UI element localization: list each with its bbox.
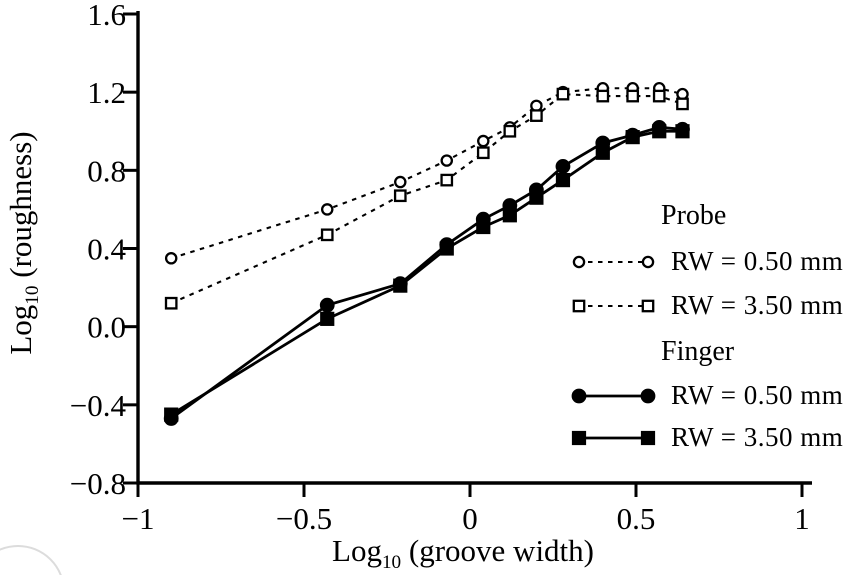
data-point-probe-rw-350 bbox=[503, 124, 517, 138]
data-point-finger-rw-350 bbox=[476, 219, 491, 235]
legend-marker-probe-rw-350 bbox=[572, 299, 586, 312]
x-tick-label: −0.5 bbox=[276, 501, 332, 536]
data-point-probe-rw-350 bbox=[556, 87, 570, 101]
data-point-probe-rw-350 bbox=[476, 146, 490, 160]
x-tick-label: 0.5 bbox=[617, 501, 656, 536]
data-point-finger-rw-350 bbox=[529, 190, 544, 205]
y-tick-label: 1.6 bbox=[87, 0, 126, 32]
legend-sample-probe-rw050 bbox=[572, 255, 655, 268]
data-point-finger-rw-350 bbox=[595, 145, 610, 160]
series-probe-rw-350 bbox=[164, 87, 689, 310]
x-tick-label: −1 bbox=[122, 501, 155, 536]
data-point-finger-rw-350 bbox=[675, 124, 690, 139]
data-point-probe-rw-050 bbox=[477, 134, 490, 148]
watermark-artifact bbox=[0, 545, 62, 575]
data-point-probe-rw-350 bbox=[596, 89, 610, 103]
data-point-probe-rw-350 bbox=[530, 109, 543, 122]
data-point-finger-rw-050 bbox=[555, 159, 571, 174]
data-point-finger-rw-350 bbox=[625, 130, 640, 145]
data-point-probe-rw-050 bbox=[164, 252, 178, 265]
y-tick-label: −0.8 bbox=[70, 466, 126, 501]
legend-marker-probe-rw-050 bbox=[641, 255, 655, 268]
y-tick-label: −0.4 bbox=[70, 388, 127, 423]
legend-item-label: RW = 0.50 mm bbox=[671, 380, 844, 410]
data-point-probe-rw-050 bbox=[440, 154, 454, 167]
legend-header-finger: Finger bbox=[661, 336, 735, 367]
data-point-finger-rw-350 bbox=[502, 208, 517, 223]
data-point-probe-rw-350 bbox=[652, 89, 666, 103]
series-probe-rw-050-line bbox=[170, 87, 683, 260]
legend-sample-finger-rw350 bbox=[571, 430, 656, 445]
data-point-finger-rw-350 bbox=[393, 278, 408, 293]
legend-marker-finger-rw-050 bbox=[571, 388, 587, 403]
legend-header-probe: Probe bbox=[661, 200, 727, 231]
legend-item-finger-rw050: RW = 0.50 mm bbox=[570, 380, 843, 411]
legend-marker-probe-rw-350 bbox=[641, 299, 655, 312]
legend-item-label: RW = 0.50 mm bbox=[671, 246, 844, 276]
legend-marker-finger-rw-050 bbox=[640, 388, 656, 403]
legend-item-label: RW = 3.50 mm bbox=[671, 290, 844, 320]
legend-marker-finger-rw-350 bbox=[640, 430, 656, 445]
data-point-finger-rw-350 bbox=[555, 173, 571, 188]
legend-item-label: RW = 3.50 mm bbox=[671, 422, 844, 452]
legend-item-finger-rw350: RW = 3.50 mm bbox=[570, 422, 843, 453]
series-finger-rw-350 bbox=[164, 124, 690, 422]
y-tick-label: 0.4 bbox=[87, 232, 126, 267]
series-probe-rw-050 bbox=[164, 82, 689, 265]
legend-item-probe-rw050: RW = 0.50 mm bbox=[570, 246, 843, 277]
data-point-finger-rw-050 bbox=[319, 297, 335, 313]
data-point-probe-rw-350 bbox=[164, 296, 178, 310]
data-point-probe-rw-350 bbox=[393, 189, 407, 203]
data-point-probe-rw-050 bbox=[320, 203, 334, 216]
y-tick-label: 0.0 bbox=[87, 310, 126, 345]
data-point-probe-rw-350 bbox=[626, 89, 640, 103]
legend-sample-probe-rw350 bbox=[572, 299, 655, 312]
legend-marker-probe-rw-050 bbox=[572, 255, 586, 268]
legend-item-probe-rw350: RW = 3.50 mm bbox=[570, 290, 843, 321]
y-tick-label: 0.8 bbox=[87, 153, 126, 188]
data-point-probe-rw-050 bbox=[394, 175, 407, 189]
data-point-probe-rw-350 bbox=[676, 97, 689, 111]
data-point-finger-rw-350 bbox=[164, 407, 179, 422]
y-tick-label: 1.2 bbox=[87, 75, 126, 110]
data-point-finger-rw-350 bbox=[439, 241, 454, 256]
legend-sample-finger-rw050 bbox=[571, 388, 656, 403]
data-point-finger-rw-350 bbox=[652, 124, 667, 139]
x-tick-label: 1 bbox=[794, 501, 810, 536]
data-point-probe-rw-350 bbox=[440, 173, 454, 187]
x-tick-label: 0 bbox=[462, 501, 478, 536]
legend-marker-finger-rw-350 bbox=[571, 430, 587, 445]
x-axis-label: Log10 (groove width) bbox=[332, 533, 594, 574]
y-axis-label: Log10 (roughness) bbox=[3, 131, 44, 355]
data-point-finger-rw-350 bbox=[320, 311, 335, 326]
data-point-probe-rw-350 bbox=[320, 228, 334, 242]
